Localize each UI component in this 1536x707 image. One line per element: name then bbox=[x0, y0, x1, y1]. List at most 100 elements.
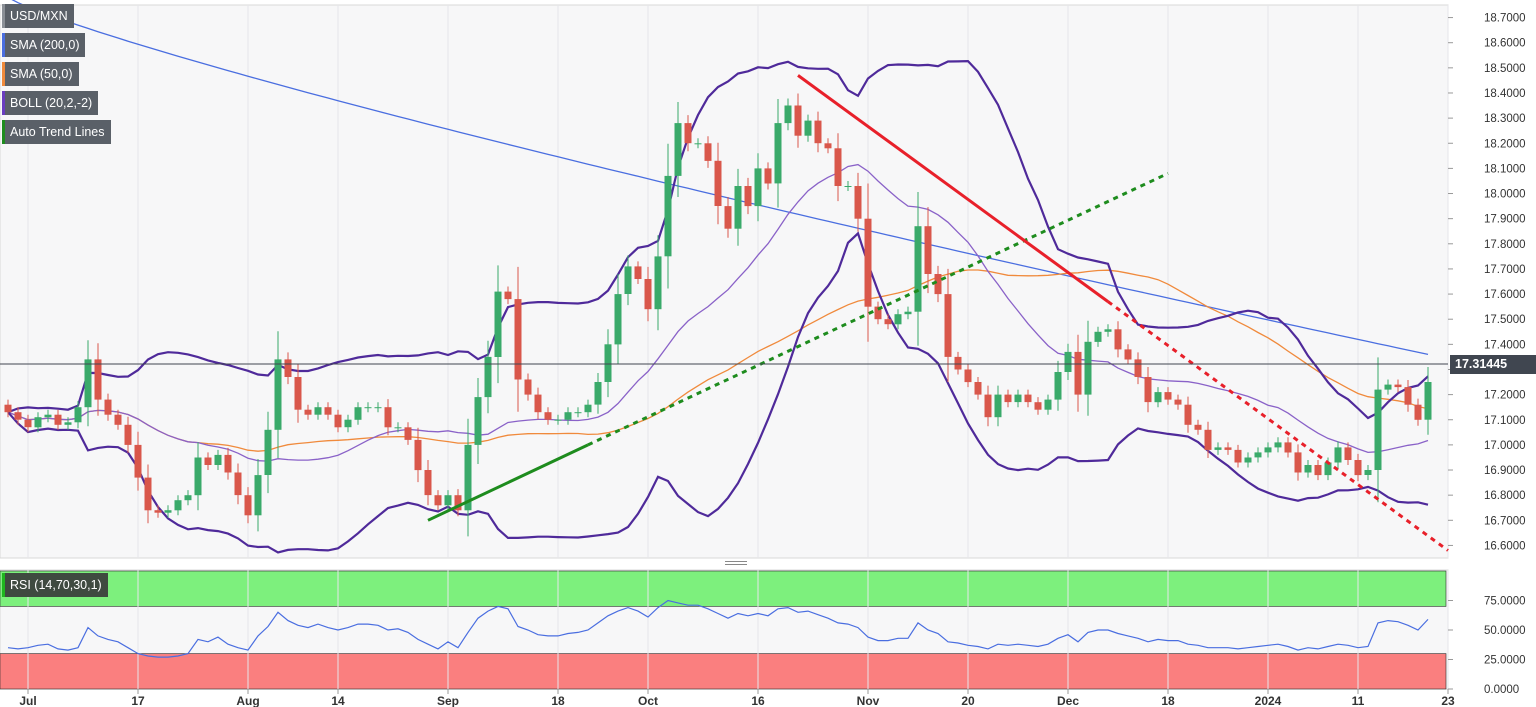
legend-trend[interactable]: Auto Trend Lines bbox=[2, 120, 111, 144]
support-trend-line bbox=[427, 443, 589, 522]
candle-body bbox=[1324, 462, 1332, 476]
candle-body bbox=[734, 186, 742, 229]
candle-body bbox=[334, 414, 342, 428]
candle-body bbox=[524, 379, 532, 395]
candle-body bbox=[1164, 392, 1172, 400]
candle-body bbox=[244, 495, 252, 516]
candle-body bbox=[1364, 470, 1372, 475]
candle-body bbox=[704, 143, 712, 161]
candle-body bbox=[1394, 384, 1402, 388]
candle-body bbox=[214, 454, 222, 465]
time-tick-label: Dec bbox=[1057, 694, 1079, 707]
candle-body bbox=[634, 266, 642, 279]
candle-body bbox=[1154, 392, 1162, 403]
price-tick-label: 18.6000 bbox=[1484, 38, 1526, 50]
candle-body bbox=[624, 266, 632, 294]
candle-body bbox=[884, 319, 892, 325]
candle-body bbox=[514, 299, 522, 380]
legend-boll[interactable]: BOLL (20,2,-2) bbox=[2, 91, 99, 115]
candle-body bbox=[254, 475, 262, 516]
candle-body bbox=[274, 359, 282, 430]
candle-body bbox=[914, 226, 922, 312]
candle-body bbox=[1354, 460, 1362, 476]
rsi-tick-label: 0.0000 bbox=[1484, 684, 1519, 696]
candlesticks bbox=[4, 93, 1432, 537]
candle-body bbox=[1124, 349, 1132, 360]
candle-body bbox=[394, 427, 402, 429]
candle-body bbox=[324, 407, 332, 415]
candle-body bbox=[1424, 382, 1432, 420]
candle-body bbox=[44, 414, 52, 418]
price-pane-bg bbox=[0, 4, 1449, 559]
price-tick-label: 16.7000 bbox=[1484, 515, 1526, 527]
pane-resize-handle[interactable] bbox=[725, 561, 747, 567]
candle-body bbox=[1374, 389, 1382, 470]
candle-body bbox=[1334, 447, 1342, 463]
candle-body bbox=[944, 294, 952, 357]
candle-body bbox=[984, 394, 992, 418]
sma50-line bbox=[7, 269, 1429, 452]
candle-body bbox=[584, 404, 592, 413]
candle-body bbox=[1304, 465, 1312, 473]
candle-body bbox=[604, 344, 612, 382]
candle-body bbox=[934, 274, 942, 295]
candle-body bbox=[184, 495, 192, 501]
candle-body bbox=[754, 168, 762, 207]
candle-body bbox=[904, 311, 912, 315]
candle-body bbox=[1204, 429, 1212, 450]
legend-sma50[interactable]: SMA (50,0) bbox=[2, 62, 79, 86]
candle-body bbox=[124, 424, 132, 445]
candle-body bbox=[1284, 442, 1292, 453]
rsi-series bbox=[7, 599, 1429, 658]
candle-body bbox=[1404, 387, 1412, 405]
resistance-trend-line bbox=[797, 74, 1109, 303]
price-tick-label: 17.9000 bbox=[1484, 214, 1526, 226]
candle-body bbox=[1054, 372, 1062, 400]
candle-body bbox=[864, 218, 872, 307]
candle-body bbox=[284, 359, 292, 377]
candle-body bbox=[194, 457, 202, 496]
candle-body bbox=[764, 168, 772, 184]
candle-body bbox=[1074, 351, 1082, 395]
price-tick-label: 17.0000 bbox=[1484, 440, 1526, 452]
candle-body bbox=[104, 399, 112, 415]
legend-symbol-label: USD/MXN bbox=[10, 9, 68, 23]
time-tick-label: 17 bbox=[131, 694, 145, 707]
candle-body bbox=[1104, 329, 1112, 332]
time-tick-label: Jul bbox=[19, 694, 36, 707]
candle-body bbox=[484, 356, 492, 398]
candle-body bbox=[964, 369, 972, 383]
rsi-axis: 75.0000 50.0000 25.0000 0.0000 bbox=[1448, 596, 1526, 696]
candle-body bbox=[834, 148, 842, 186]
candle-body bbox=[544, 412, 552, 420]
rsi-oversold-zone bbox=[0, 653, 1447, 690]
candle-body bbox=[1234, 449, 1242, 463]
time-tick-label: 11 bbox=[1352, 694, 1365, 707]
candle-body bbox=[444, 495, 452, 506]
candle-body bbox=[344, 419, 352, 428]
legend-sma200-label: SMA (200,0) bbox=[10, 38, 80, 52]
candle-body bbox=[824, 143, 832, 149]
legend-sma200[interactable]: SMA (200,0) bbox=[2, 33, 86, 57]
candle-body bbox=[924, 226, 932, 274]
candle-body bbox=[874, 306, 882, 320]
legend-rsi[interactable]: RSI (14,70,30,1) bbox=[2, 573, 108, 597]
candle-body bbox=[564, 412, 572, 420]
price-tick-label: 18.1000 bbox=[1484, 163, 1526, 175]
legend-symbol[interactable]: USD/MXN bbox=[2, 4, 74, 28]
candle-body bbox=[54, 414, 62, 425]
candle-body bbox=[224, 454, 232, 473]
price-tick-label: 17.8000 bbox=[1484, 239, 1526, 251]
time-tick-label: Sep bbox=[437, 694, 459, 707]
candle-body bbox=[4, 404, 12, 413]
candle-body bbox=[794, 105, 802, 136]
rsi-tick-label: 25.0000 bbox=[1484, 655, 1526, 667]
candle-body bbox=[694, 143, 702, 145]
candle-body bbox=[384, 407, 392, 428]
time-tick-label: 18 bbox=[551, 694, 565, 707]
rsi-overbought-zone bbox=[0, 570, 1447, 607]
candle-body bbox=[534, 394, 542, 413]
rsi-tick-label: 50.0000 bbox=[1484, 625, 1526, 637]
resistance-trend-extension bbox=[1107, 300, 1449, 552]
